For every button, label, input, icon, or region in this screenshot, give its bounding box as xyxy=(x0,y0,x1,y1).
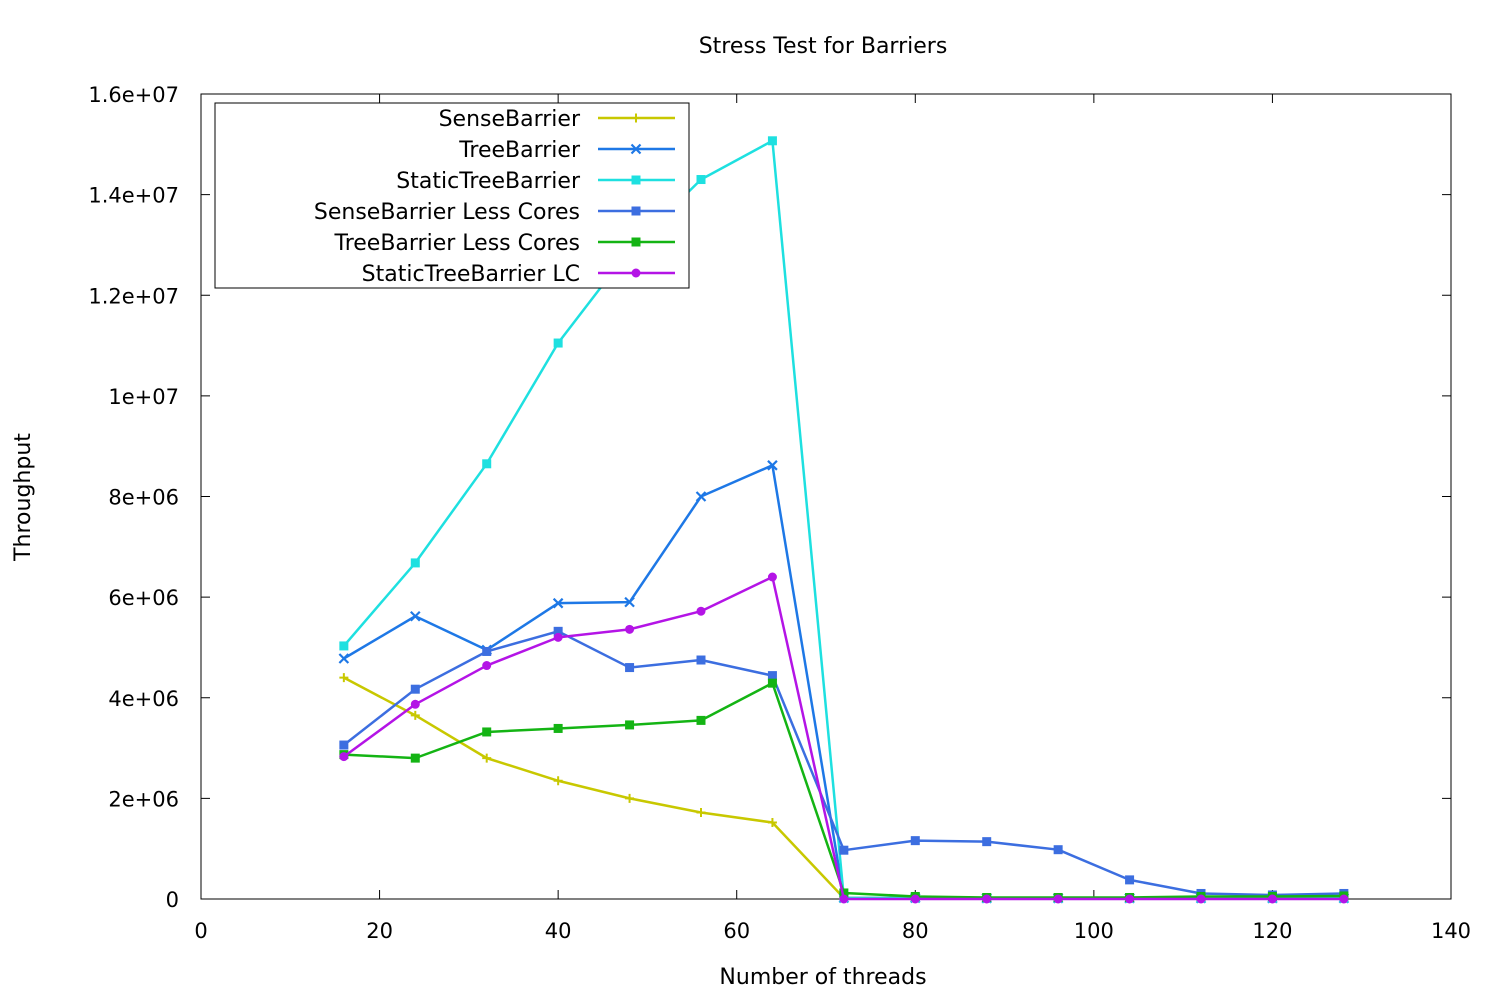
data-point xyxy=(696,175,706,185)
data-point xyxy=(625,793,635,803)
data-point xyxy=(839,894,849,904)
x-tick-label: 120 xyxy=(1252,919,1292,943)
series-4 xyxy=(339,678,1349,902)
y-tick-label: 6e+06 xyxy=(108,586,179,610)
data-point xyxy=(1125,894,1135,904)
y-tick-label: 8e+06 xyxy=(108,486,179,510)
data-point xyxy=(482,646,492,656)
data-point xyxy=(767,136,777,146)
series-layer xyxy=(338,136,1350,904)
data-point xyxy=(624,596,635,608)
x-axis-label: Number of threads xyxy=(719,965,926,990)
data-point xyxy=(339,752,349,762)
x-tick-label: 60 xyxy=(723,919,750,943)
legend-label: TreeBarrier Less Cores xyxy=(333,231,580,256)
legend-label: SenseBarrier xyxy=(439,107,581,132)
data-point xyxy=(553,776,563,786)
data-point xyxy=(482,661,492,671)
data-point xyxy=(338,653,350,664)
data-point xyxy=(910,894,920,904)
series-line xyxy=(343,681,1344,899)
series-line xyxy=(343,464,1344,900)
legend-marker xyxy=(630,143,642,155)
legend-marker xyxy=(631,268,641,278)
data-point xyxy=(410,610,421,622)
y-tick-label: 0 xyxy=(166,888,179,912)
data-point xyxy=(410,684,420,694)
x-tick-label: 20 xyxy=(366,919,393,943)
x-tick-label: 40 xyxy=(545,919,572,943)
data-point xyxy=(410,710,420,720)
data-point xyxy=(982,894,992,904)
data-point xyxy=(482,727,492,737)
chart-title: Stress Test for Barriers xyxy=(699,34,948,59)
legend-marker xyxy=(631,113,641,123)
data-point xyxy=(696,807,706,817)
legend-marker xyxy=(631,206,641,216)
data-point xyxy=(552,597,564,609)
series-0 xyxy=(339,673,1349,903)
legend-label: SenseBarrier Less Cores xyxy=(314,200,580,225)
axis-ticks: 0 20 40 60 80 100 120 140 0 2e+06 4e+06 6e+06 8e+06 1… xyxy=(88,83,1471,943)
data-point xyxy=(1339,894,1349,904)
legend-label: TreeBarrier xyxy=(458,138,581,163)
legend-marker xyxy=(631,237,641,247)
legend-label: StaticTreeBarrier xyxy=(396,169,581,194)
data-point xyxy=(695,491,707,502)
legend-marker xyxy=(631,175,641,185)
series-5 xyxy=(339,572,1349,904)
data-point xyxy=(1267,894,1277,904)
data-point xyxy=(553,723,563,733)
y-tick-label: 1.4e+07 xyxy=(88,184,179,208)
x-tick-label: 140 xyxy=(1431,919,1471,943)
data-point xyxy=(339,641,349,651)
x-tick-label: 0 xyxy=(194,919,207,943)
data-point xyxy=(1196,894,1206,904)
data-point xyxy=(553,632,563,642)
data-point xyxy=(910,836,920,846)
data-point xyxy=(1053,894,1063,904)
data-point xyxy=(410,699,420,709)
data-point xyxy=(696,715,706,725)
data-point xyxy=(625,720,635,730)
data-point xyxy=(410,558,420,568)
legend-label: StaticTreeBarrier LC xyxy=(362,262,580,287)
series-1 xyxy=(338,460,1350,904)
data-point xyxy=(482,753,492,763)
y-axis-label: Throughput xyxy=(11,433,36,562)
data-point xyxy=(696,655,706,665)
data-point xyxy=(410,753,420,763)
data-point xyxy=(1053,845,1063,855)
data-point xyxy=(839,845,849,855)
data-point xyxy=(767,678,777,688)
series-line xyxy=(343,676,1344,900)
legend-box xyxy=(214,102,690,289)
data-point xyxy=(839,888,849,898)
y-tick-label: 4e+06 xyxy=(108,687,179,711)
y-tick-label: 1.6e+07 xyxy=(88,83,179,107)
data-point xyxy=(767,460,778,471)
data-point xyxy=(339,673,349,683)
data-point xyxy=(767,818,777,828)
data-point xyxy=(767,572,777,582)
series-line xyxy=(343,630,1344,897)
data-point xyxy=(696,606,706,616)
data-point xyxy=(1125,875,1135,885)
data-point xyxy=(767,671,777,681)
data-point xyxy=(625,663,635,673)
data-point xyxy=(339,740,349,750)
data-point xyxy=(553,626,563,636)
x-tick-label: 100 xyxy=(1074,919,1114,943)
legend: SenseBarrier TreeBarrier StaticTreeBarrier… xyxy=(214,102,690,289)
data-point xyxy=(482,459,492,469)
series-3 xyxy=(339,626,1349,900)
data-point xyxy=(553,338,563,348)
y-tick-label: 2e+06 xyxy=(108,787,179,811)
y-tick-label: 1e+07 xyxy=(108,385,179,409)
data-point xyxy=(982,837,992,847)
x-tick-label: 80 xyxy=(902,919,929,943)
data-point xyxy=(625,624,635,634)
y-tick-label: 1.2e+07 xyxy=(88,284,179,308)
